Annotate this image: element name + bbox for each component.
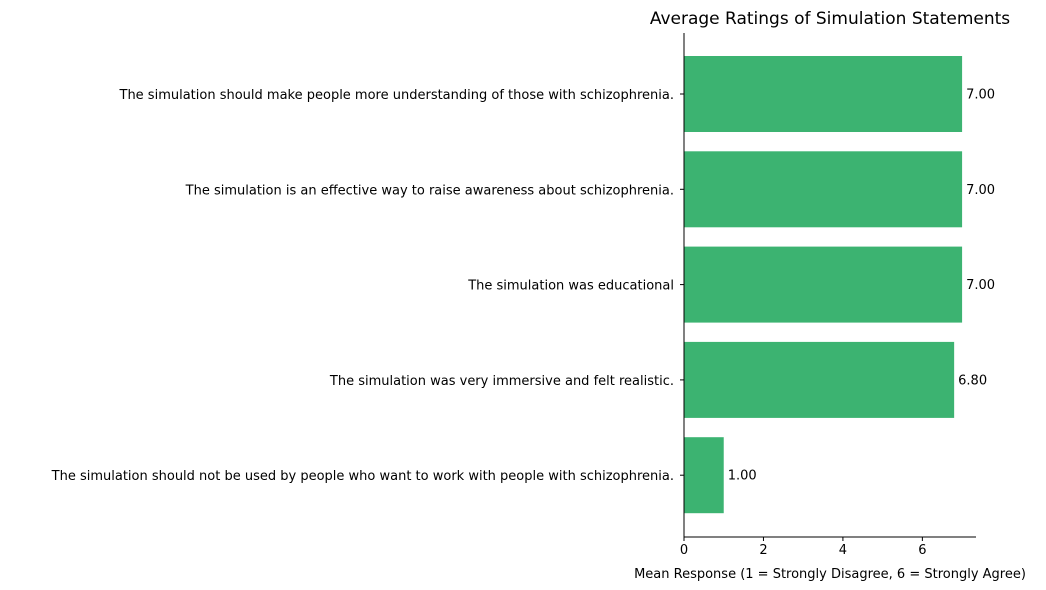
- bar-value-label: 6.80: [958, 373, 987, 388]
- bar: [684, 246, 963, 323]
- bar: [684, 341, 955, 418]
- x-tick-label: 2: [759, 543, 767, 558]
- y-tick-label: The simulation should not be used by peo…: [51, 469, 674, 484]
- bar: [684, 437, 724, 514]
- bar-value-label: 7.00: [966, 183, 995, 198]
- bar: [684, 151, 963, 228]
- bar-value-label: 7.00: [966, 88, 995, 103]
- bars-layer: 7.00 7.00 7.00 6.80 1.00: [684, 56, 995, 514]
- y-tick-label: The simulation is an effective way to ra…: [185, 183, 674, 198]
- axes-layer: The simulation should make people more u…: [51, 33, 976, 558]
- bar-value-label: 7.00: [966, 278, 995, 293]
- x-axis-label: Mean Response (1 = Strongly Disagree, 6 …: [634, 567, 1026, 582]
- bar: [684, 56, 963, 132]
- y-tick-label: The simulation should make people more u…: [119, 88, 675, 103]
- y-tick-label: The simulation was very immersive and fe…: [329, 374, 674, 389]
- x-tick-label: 0: [680, 543, 688, 558]
- bar-value-label: 1.00: [728, 469, 757, 484]
- chart-title: Average Ratings of Simulation Statements: [650, 9, 1010, 29]
- y-tick-label: The simulation was educational: [467, 279, 674, 294]
- x-tick-label: 4: [839, 543, 847, 558]
- x-tick-label: 6: [918, 543, 926, 558]
